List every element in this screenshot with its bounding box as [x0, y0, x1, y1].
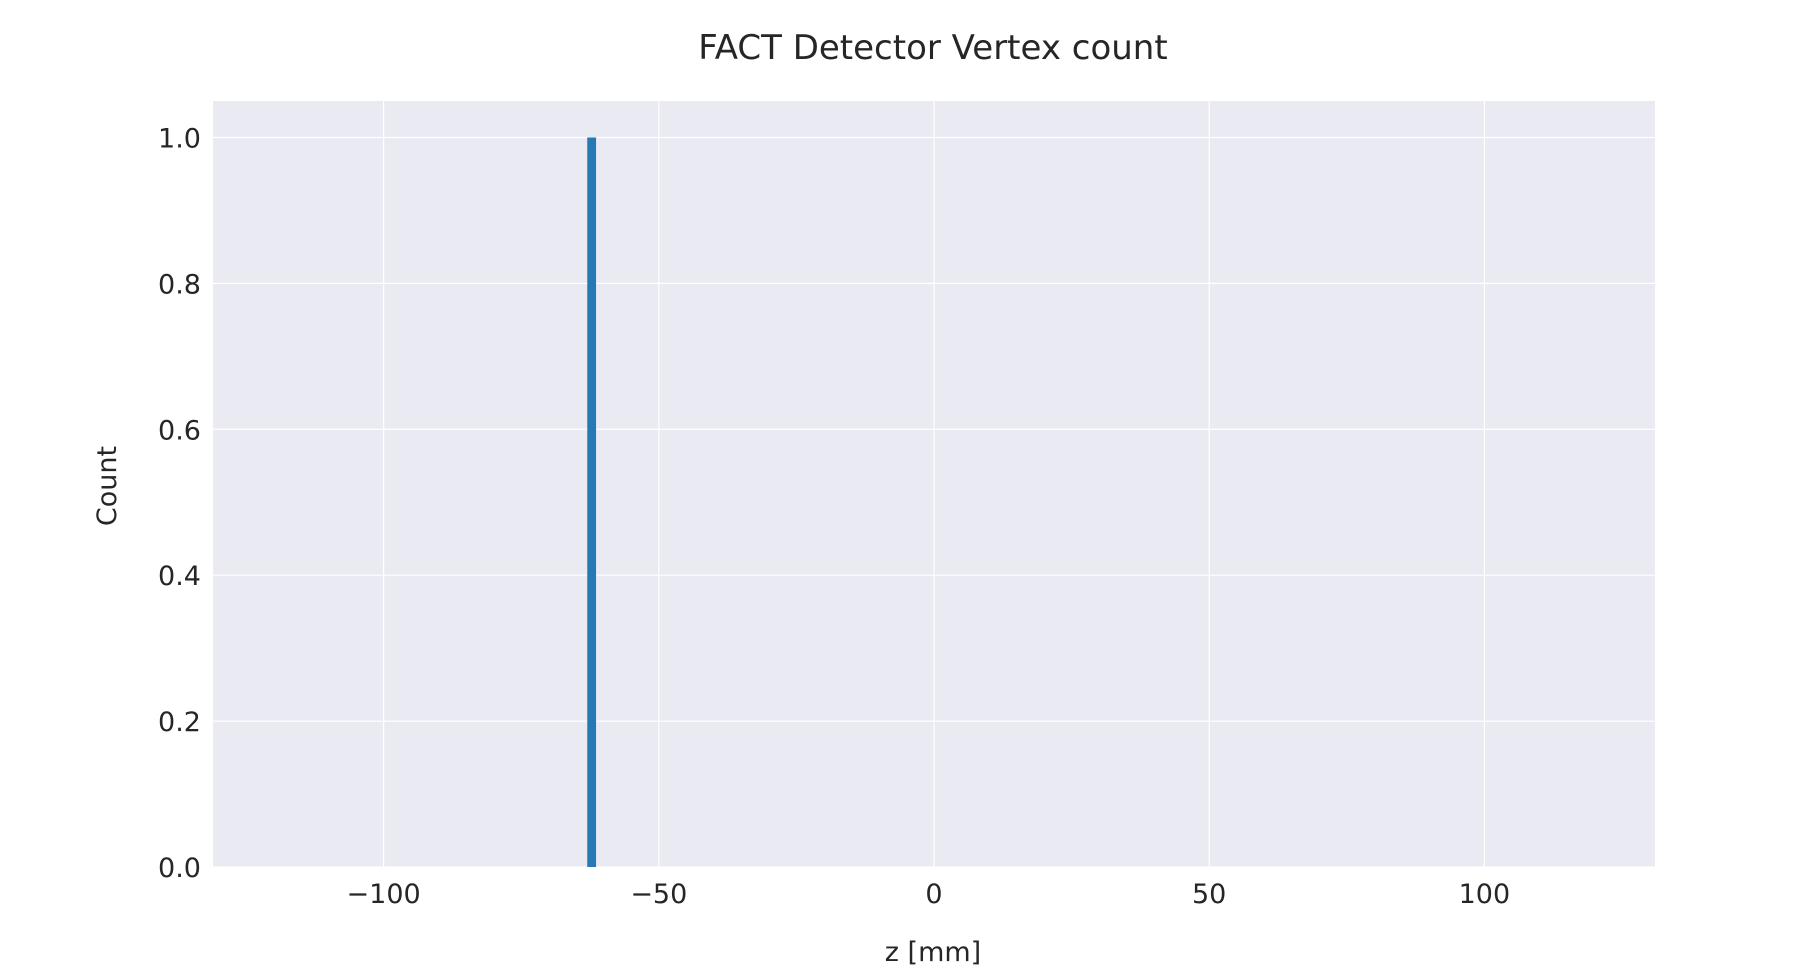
x-axis-label: z [mm]	[885, 937, 981, 966]
y-tick-label: 0.0	[158, 853, 201, 884]
y-tick-label: 0.2	[158, 707, 201, 738]
x-tick-label: −100	[347, 879, 421, 910]
y-tick-label: 0.4	[158, 561, 201, 592]
x-tick-label: −50	[630, 879, 687, 910]
y-tick-label: 0.8	[158, 269, 201, 300]
y-axis-label: Count	[92, 446, 123, 526]
histogram-bar	[587, 137, 597, 867]
y-tick-label: 0.6	[158, 415, 201, 446]
y-tick-label: 1.0	[158, 123, 201, 154]
x-tick-label: 0	[925, 879, 942, 910]
bars	[587, 137, 597, 867]
y-tick-labels: 0.0 0.2 0.4 0.6 0.8 1.0	[158, 123, 201, 884]
x-tick-label: 100	[1459, 879, 1511, 910]
x-tick-labels: −100 −50 0 50 100	[347, 879, 1511, 910]
chart-title: FACT Detector Vertex count	[698, 28, 1167, 68]
x-tick-label: 50	[1192, 879, 1226, 910]
grid-lines	[213, 101, 1655, 868]
